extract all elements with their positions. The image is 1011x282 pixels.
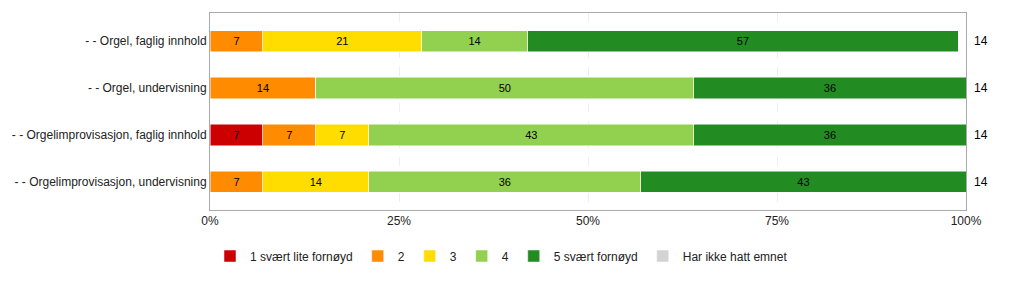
svg-text:50%: 50% xyxy=(576,214,600,228)
svg-text:7: 7 xyxy=(339,129,345,141)
svg-text:3: 3 xyxy=(450,250,457,264)
svg-text:100%: 100% xyxy=(951,214,982,228)
svg-text:2: 2 xyxy=(398,250,405,264)
svg-text:14: 14 xyxy=(974,34,988,48)
svg-text:21: 21 xyxy=(336,35,348,47)
svg-text:36: 36 xyxy=(499,176,511,188)
svg-text:4: 4 xyxy=(502,250,509,264)
svg-text:14: 14 xyxy=(468,35,480,47)
svg-text:25%: 25% xyxy=(387,214,411,228)
svg-text:57: 57 xyxy=(737,35,749,47)
svg-text:36: 36 xyxy=(824,82,836,94)
svg-text:75%: 75% xyxy=(765,214,789,228)
svg-text:7: 7 xyxy=(233,35,239,47)
svg-text:0%: 0% xyxy=(201,214,219,228)
svg-text:43: 43 xyxy=(525,129,537,141)
svg-text:1 svært lite fornøyd: 1 svært lite fornøyd xyxy=(250,250,353,264)
svg-text:14: 14 xyxy=(310,176,322,188)
svg-text:- - Orgel, undervisning: - - Orgel, undervisning xyxy=(88,81,207,95)
svg-text:14: 14 xyxy=(974,81,988,95)
svg-text:7: 7 xyxy=(286,129,292,141)
svg-text:14: 14 xyxy=(974,128,988,142)
svg-text:5 svært fornøyd: 5 svært fornøyd xyxy=(554,250,638,264)
svg-text:- - Orgelimprovisasjon, underv: - - Orgelimprovisasjon, undervisning xyxy=(15,175,207,189)
svg-text:Har ikke hatt emnet: Har ikke hatt emnet xyxy=(683,250,788,264)
svg-text:7: 7 xyxy=(233,176,239,188)
svg-text:36: 36 xyxy=(824,129,836,141)
svg-text:14: 14 xyxy=(974,175,988,189)
svg-text:50: 50 xyxy=(499,82,511,94)
svg-text:- - Orgelimprovisasjon, faglig: - - Orgelimprovisasjon, faglig innhold xyxy=(12,128,207,142)
svg-text:7: 7 xyxy=(233,129,239,141)
svg-text:- - Orgel, faglig innhold: - - Orgel, faglig innhold xyxy=(85,34,206,48)
svg-text:14: 14 xyxy=(257,82,269,94)
svg-text:43: 43 xyxy=(797,176,809,188)
